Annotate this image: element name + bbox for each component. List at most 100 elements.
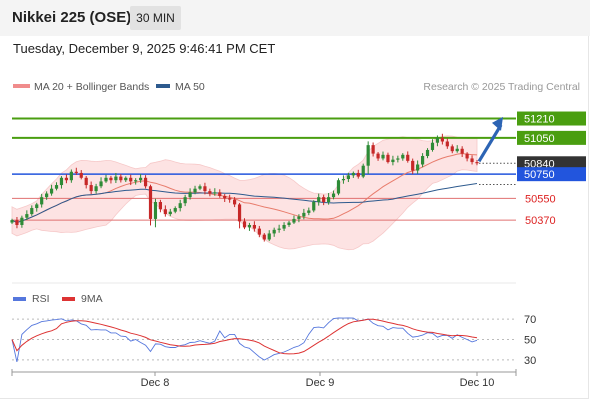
candle-body bbox=[351, 172, 355, 176]
candle-body bbox=[341, 179, 346, 181]
candle-body bbox=[411, 160, 415, 171]
candle-body bbox=[124, 177, 128, 181]
bollinger-band bbox=[11, 135, 478, 251]
candle-body bbox=[45, 193, 49, 198]
rsi-tick-50: 50 bbox=[524, 335, 536, 347]
candle-body bbox=[356, 172, 360, 177]
candle-body bbox=[302, 212, 306, 217]
x-tick-label: Dec 8 bbox=[141, 377, 170, 389]
candle-body bbox=[10, 220, 14, 223]
candle-body bbox=[425, 149, 430, 157]
candle-body bbox=[59, 177, 64, 186]
candle-body bbox=[119, 176, 123, 181]
candle-body bbox=[208, 191, 212, 194]
candle-body bbox=[89, 185, 93, 192]
candle-body bbox=[153, 201, 158, 219]
rsi-legend-swatch bbox=[13, 297, 26, 301]
candle-body bbox=[361, 165, 365, 177]
rsi-ma9-line bbox=[11, 318, 478, 355]
ma50-legend-swatch bbox=[156, 84, 170, 88]
candle-body bbox=[396, 158, 400, 160]
candle-body bbox=[193, 188, 197, 193]
candle-body bbox=[20, 217, 24, 225]
candle-body bbox=[272, 229, 276, 234]
candle-body bbox=[307, 210, 311, 213]
level-tag-text-51210: 51210 bbox=[524, 114, 555, 126]
candle-body bbox=[25, 214, 29, 218]
header-bar: Nikkei 225 (OSE) 30 MIN bbox=[0, 0, 590, 36]
candle-body bbox=[371, 145, 375, 154]
candle-body bbox=[148, 186, 153, 219]
candle-body bbox=[30, 208, 34, 215]
candle-body bbox=[104, 177, 108, 182]
candle-body bbox=[346, 175, 350, 180]
level-tag-text-51050: 51050 bbox=[524, 133, 555, 145]
candle-body bbox=[470, 158, 474, 163]
candle-body bbox=[430, 142, 435, 150]
candle-body bbox=[401, 154, 405, 159]
candle-body bbox=[143, 177, 148, 187]
candle-body bbox=[233, 199, 237, 205]
candle-body bbox=[406, 154, 410, 161]
candle-body bbox=[242, 221, 247, 228]
candle-body bbox=[218, 192, 222, 196]
level-tag-51050 bbox=[517, 130, 586, 145]
candle-body bbox=[282, 224, 286, 229]
ma9-legend-swatch bbox=[62, 297, 75, 301]
candle-body bbox=[40, 197, 44, 205]
candle-body bbox=[381, 154, 385, 159]
candle-body bbox=[297, 216, 301, 219]
level-tag-50750 bbox=[517, 167, 586, 182]
ma20-legend-swatch bbox=[13, 84, 30, 88]
candle-body bbox=[99, 181, 103, 187]
candle-body bbox=[247, 224, 252, 228]
candle-body bbox=[465, 153, 469, 159]
x-tick-label: Dec 9 bbox=[306, 377, 335, 389]
level-tag-51210 bbox=[517, 111, 586, 126]
candle-body bbox=[134, 180, 138, 182]
candle-body bbox=[84, 177, 88, 186]
credit-label: Research © 2025 Trading Central bbox=[423, 81, 580, 93]
candle-body bbox=[460, 148, 464, 154]
rsi-legend-label: RSI bbox=[32, 293, 50, 305]
rsi-line bbox=[11, 317, 478, 362]
candle-body bbox=[114, 176, 118, 181]
candle-body bbox=[203, 186, 207, 192]
candle-body bbox=[35, 204, 39, 209]
candle-body bbox=[163, 209, 167, 215]
candle-body bbox=[69, 171, 73, 181]
candle-body bbox=[445, 141, 449, 147]
candle-body bbox=[139, 177, 143, 181]
candle-body bbox=[391, 159, 395, 163]
candle-body bbox=[277, 228, 281, 230]
candle-body bbox=[336, 180, 341, 194]
candle-body bbox=[223, 195, 227, 199]
level-tag-50840 bbox=[517, 156, 586, 171]
support-label-50550: 50550 bbox=[525, 193, 556, 205]
candle-body bbox=[94, 186, 98, 192]
candle-body bbox=[386, 154, 390, 163]
candle-body bbox=[15, 220, 19, 225]
candle-body bbox=[292, 218, 296, 223]
candle-body bbox=[54, 185, 59, 189]
candle-body bbox=[331, 193, 336, 198]
candle-body bbox=[416, 164, 420, 171]
candle-body bbox=[326, 197, 331, 202]
candle-body bbox=[49, 188, 54, 194]
candle-body bbox=[262, 234, 266, 240]
level-tag-text-50750: 50750 bbox=[524, 169, 555, 181]
candle-body bbox=[252, 224, 256, 229]
candle-body bbox=[420, 156, 425, 165]
candle-body bbox=[475, 162, 479, 164]
candle-body bbox=[129, 177, 133, 182]
candle-body bbox=[376, 153, 380, 159]
x-tick-label: Dec 10 bbox=[460, 377, 495, 389]
target-arrow-head bbox=[492, 116, 503, 131]
candle-body bbox=[178, 203, 182, 209]
candle-body bbox=[158, 201, 163, 210]
candle-body bbox=[168, 211, 172, 215]
rsi-tick-30: 30 bbox=[524, 355, 536, 367]
timeframe-button[interactable]: 30 MIN bbox=[130, 6, 181, 30]
support-label-50370: 50370 bbox=[525, 215, 556, 227]
